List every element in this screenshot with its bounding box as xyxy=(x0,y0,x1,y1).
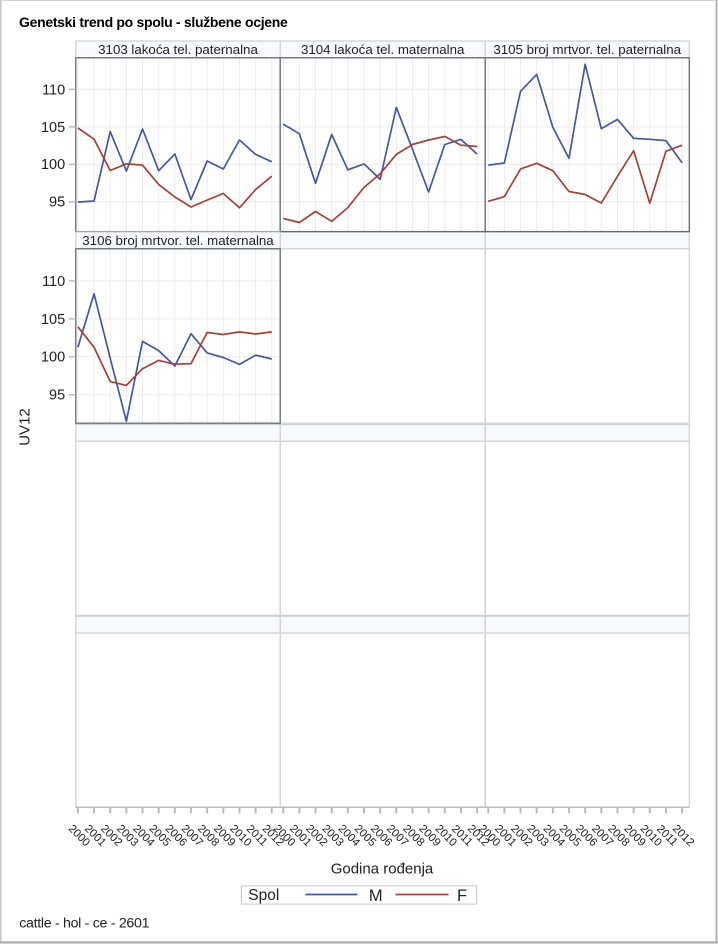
svg-text:110: 110 xyxy=(42,82,65,98)
svg-text:3105 broj mrtvor. tel. paterna: 3105 broj mrtvor. tel. paternalna xyxy=(493,42,681,57)
svg-text:cattle - hol - ce - 2601: cattle - hol - ce - 2601 xyxy=(19,915,149,931)
svg-text:105: 105 xyxy=(41,312,65,328)
svg-text:Spol: Spol xyxy=(248,887,279,904)
svg-text:F: F xyxy=(457,887,467,905)
svg-text:100: 100 xyxy=(41,157,65,173)
svg-text:105: 105 xyxy=(41,120,65,136)
svg-text:95: 95 xyxy=(49,388,65,404)
svg-text:100: 100 xyxy=(41,350,65,366)
svg-text:Genetski trend po spolu - služ: Genetski trend po spolu - službene ocjen… xyxy=(19,14,288,30)
svg-text:3104 lakoća tel. maternalna: 3104 lakoća tel. maternalna xyxy=(301,42,465,57)
svg-text:M: M xyxy=(369,887,383,905)
svg-text:110: 110 xyxy=(42,274,65,290)
svg-text:Godina rođenja: Godina rođenja xyxy=(331,860,434,877)
svg-text:3106 broj mrtvor. tel. materna: 3106 broj mrtvor. tel. maternalna xyxy=(82,233,274,248)
svg-text:95: 95 xyxy=(49,195,65,211)
svg-text:UV12: UV12 xyxy=(17,408,34,446)
svg-text:3103 lakoća tel. paternalna: 3103 lakoća tel. paternalna xyxy=(98,42,258,57)
